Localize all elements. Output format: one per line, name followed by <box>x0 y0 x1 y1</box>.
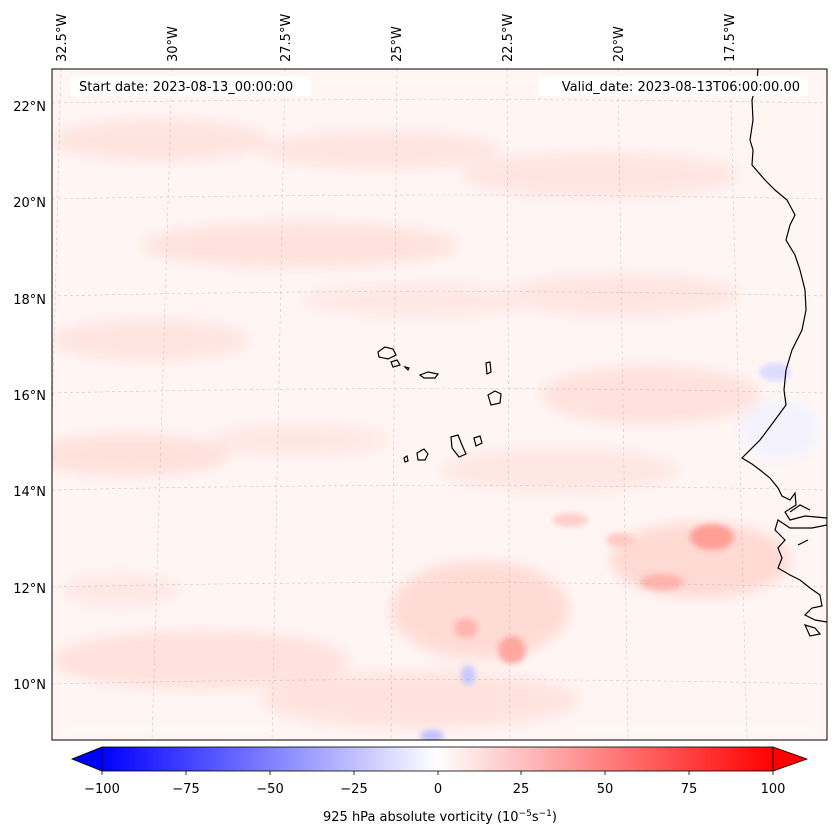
map-panel <box>52 69 827 740</box>
colorbar-label-mid: s <box>532 810 539 825</box>
island-santa-luzia <box>403 365 410 372</box>
vorticity-min-10n <box>461 665 475 685</box>
valid-date-box <box>538 76 808 96</box>
lat-label: 10°N <box>13 678 46 693</box>
lat-label: 12°N <box>13 582 46 597</box>
vorticity-field <box>52 69 827 740</box>
colorbar-extend-min <box>70 746 103 772</box>
colorbar-gradient <box>101 746 774 772</box>
colorbar-axis-label: 925 hPa absolute vorticity (10−5s−1) <box>323 809 557 825</box>
island-maio <box>473 435 483 447</box>
lon-label: 30°W <box>166 26 181 62</box>
colorbar-tick-label: 0 <box>434 782 442 797</box>
latitude-labels: 22°N 20°N 18°N 16°N 14°N 12°N 10°N <box>13 100 46 693</box>
colorbar: −100 −75 −50 −25 0 25 50 75 100 925 hPa … <box>70 746 809 825</box>
island-santo-antao <box>377 346 397 360</box>
valid-date-text: Valid_date: 2023-08-13T06:00:00.00 <box>562 80 800 95</box>
vorticity-max-11n-a <box>498 636 526 664</box>
vorticity-max-12n <box>640 574 684 590</box>
lon-label: 25°W <box>390 26 405 62</box>
lon-label: 22.5°W <box>501 14 516 62</box>
map-frame <box>51 68 828 741</box>
colorbar-tick-label: 50 <box>597 782 614 797</box>
colorbar-extend-max <box>772 746 809 772</box>
africa-coast-islands <box>789 504 822 637</box>
start-date-box <box>71 76 311 96</box>
colorbar-tick-label: −25 <box>340 782 367 797</box>
colorbar-label-end: ) <box>552 810 557 825</box>
colorbar-ticks <box>101 771 774 775</box>
lon-label: 32.5°W <box>55 14 70 62</box>
lat-label: 20°N <box>13 196 46 211</box>
colorbar-label-exp2: −1 <box>539 809 552 819</box>
colorbar-tick-label: 100 <box>761 782 786 797</box>
colorbar-tick-label: 25 <box>513 782 530 797</box>
island-fogo <box>416 448 429 461</box>
island-santiago <box>450 434 467 458</box>
colorbar-tick-label: −75 <box>172 782 199 797</box>
lon-label: 17.5°W <box>723 14 738 62</box>
colorbar-tick-label: 75 <box>681 782 698 797</box>
colorbar-tick-label: −100 <box>84 782 120 797</box>
island-sao-nicolau <box>418 371 440 379</box>
lat-label: 18°N <box>13 293 46 308</box>
colorbar-label-exp1: −5 <box>519 809 532 819</box>
lat-label: 22°N <box>13 100 46 115</box>
vorticity-max-13n <box>690 524 734 550</box>
lon-label: 20°W <box>612 26 627 62</box>
gridlines <box>52 69 827 740</box>
longitude-labels: 32.5°W 30°W 27.5°W 25°W 22.5°W 20°W 17.5… <box>55 14 738 62</box>
island-boa-vista <box>487 390 502 406</box>
cape-verde-islands <box>377 346 502 463</box>
island-sao-vicente <box>390 359 401 368</box>
vorticity-min-9n <box>420 730 444 740</box>
colorbar-label-main: 925 hPa absolute vorticity (10 <box>323 810 519 825</box>
colorbar-tick-label: −50 <box>256 782 283 797</box>
africa-coastline <box>741 69 827 623</box>
lat-label: 14°N <box>13 485 46 500</box>
island-sal <box>485 361 492 375</box>
lat-label: 16°N <box>13 389 46 404</box>
vorticity-min-16n <box>759 363 791 381</box>
start-date-text: Start date: 2023-08-13_00:00:00 <box>79 80 293 95</box>
vorticity-maxima <box>420 363 791 740</box>
vorticity-max-11n-b <box>454 618 478 638</box>
lon-label: 27.5°W <box>279 14 294 62</box>
island-brava <box>403 455 409 463</box>
